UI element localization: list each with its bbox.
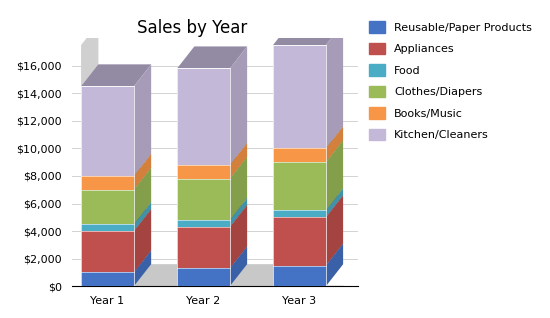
- Polygon shape: [273, 217, 326, 266]
- Polygon shape: [81, 168, 151, 190]
- Polygon shape: [81, 209, 151, 231]
- Polygon shape: [81, 64, 151, 86]
- Polygon shape: [81, 154, 151, 176]
- Polygon shape: [273, 211, 326, 217]
- Polygon shape: [134, 154, 151, 190]
- Polygon shape: [134, 168, 151, 224]
- Polygon shape: [134, 64, 151, 176]
- Polygon shape: [177, 227, 230, 268]
- Polygon shape: [81, 190, 134, 224]
- Polygon shape: [81, 176, 134, 190]
- Polygon shape: [326, 195, 343, 266]
- Polygon shape: [177, 220, 230, 227]
- Polygon shape: [230, 198, 247, 227]
- Polygon shape: [177, 198, 247, 220]
- Polygon shape: [230, 205, 247, 268]
- Polygon shape: [230, 246, 247, 286]
- Polygon shape: [326, 23, 343, 149]
- Legend: Reusable/Paper Products, Appliances, Food, Clothes/Diapers, Books/Music, Kitchen: Reusable/Paper Products, Appliances, Foo…: [368, 21, 532, 140]
- Polygon shape: [177, 68, 230, 165]
- Text: Sales by Year: Sales by Year: [138, 19, 248, 37]
- Polygon shape: [134, 250, 151, 286]
- Polygon shape: [273, 162, 326, 211]
- Polygon shape: [177, 157, 247, 179]
- Polygon shape: [230, 143, 247, 179]
- Polygon shape: [273, 23, 343, 45]
- Polygon shape: [81, 231, 134, 273]
- Polygon shape: [230, 46, 247, 165]
- Polygon shape: [273, 244, 343, 266]
- Polygon shape: [177, 143, 247, 165]
- Polygon shape: [273, 266, 326, 286]
- Polygon shape: [273, 126, 343, 149]
- Polygon shape: [177, 205, 247, 227]
- Polygon shape: [177, 268, 230, 286]
- Polygon shape: [273, 45, 326, 149]
- Polygon shape: [177, 246, 247, 268]
- Polygon shape: [230, 157, 247, 220]
- Polygon shape: [273, 195, 343, 217]
- Polygon shape: [273, 149, 326, 162]
- Polygon shape: [81, 23, 98, 286]
- Polygon shape: [177, 46, 247, 68]
- Polygon shape: [81, 202, 151, 224]
- Polygon shape: [273, 188, 343, 211]
- Polygon shape: [81, 224, 134, 231]
- Polygon shape: [273, 140, 343, 162]
- Polygon shape: [134, 202, 151, 231]
- Polygon shape: [81, 273, 134, 286]
- Polygon shape: [326, 126, 343, 162]
- Polygon shape: [81, 250, 151, 273]
- Polygon shape: [134, 209, 151, 273]
- Polygon shape: [81, 264, 343, 286]
- Polygon shape: [177, 165, 230, 179]
- Polygon shape: [177, 179, 230, 220]
- Polygon shape: [81, 86, 134, 176]
- Polygon shape: [326, 188, 343, 217]
- Polygon shape: [326, 140, 343, 211]
- Polygon shape: [326, 244, 343, 286]
